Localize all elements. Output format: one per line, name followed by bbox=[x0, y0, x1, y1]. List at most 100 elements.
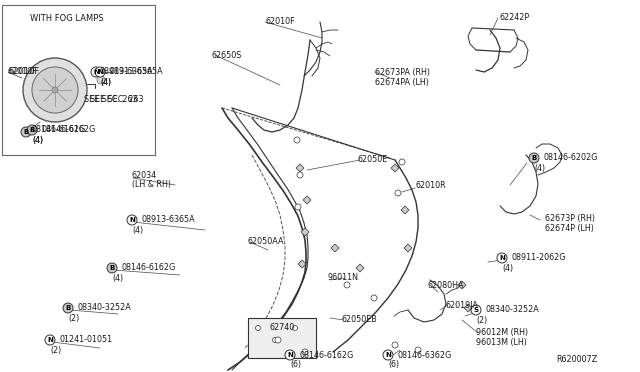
Polygon shape bbox=[331, 244, 339, 252]
Circle shape bbox=[395, 190, 401, 196]
Text: N: N bbox=[499, 255, 505, 261]
Text: 08340-3252A: 08340-3252A bbox=[78, 304, 132, 312]
Text: 08146-6362G: 08146-6362G bbox=[398, 350, 452, 359]
Text: 62080HA: 62080HA bbox=[428, 280, 465, 289]
Text: (6): (6) bbox=[388, 360, 399, 369]
Circle shape bbox=[415, 347, 421, 353]
Text: SEE SEC. 263: SEE SEC. 263 bbox=[90, 96, 143, 105]
Text: 08913-6365A: 08913-6365A bbox=[110, 67, 164, 77]
Text: B: B bbox=[29, 127, 35, 133]
Circle shape bbox=[91, 67, 101, 77]
Circle shape bbox=[399, 159, 405, 165]
Circle shape bbox=[63, 303, 73, 313]
Text: 96013M (LH): 96013M (LH) bbox=[476, 337, 527, 346]
Text: B: B bbox=[531, 155, 536, 161]
Text: (2): (2) bbox=[68, 314, 79, 323]
Polygon shape bbox=[356, 264, 364, 272]
Text: 08146-6202G: 08146-6202G bbox=[544, 154, 598, 163]
Circle shape bbox=[371, 295, 377, 301]
FancyBboxPatch shape bbox=[2, 5, 155, 155]
Text: 62010F: 62010F bbox=[265, 17, 294, 26]
Text: 08913-6365A: 08913-6365A bbox=[100, 67, 154, 77]
Text: 62673PA (RH): 62673PA (RH) bbox=[375, 67, 430, 77]
Circle shape bbox=[32, 67, 78, 113]
Text: 01241-01051: 01241-01051 bbox=[60, 336, 113, 344]
Text: N: N bbox=[47, 337, 53, 343]
Text: 96012M (RH): 96012M (RH) bbox=[476, 327, 528, 337]
Text: 62010F: 62010F bbox=[8, 67, 38, 77]
Circle shape bbox=[294, 137, 300, 143]
Circle shape bbox=[127, 215, 137, 225]
Text: N: N bbox=[129, 217, 135, 223]
Text: (4): (4) bbox=[534, 164, 545, 173]
Text: B: B bbox=[24, 129, 29, 135]
Circle shape bbox=[45, 335, 55, 345]
Circle shape bbox=[97, 76, 105, 84]
Text: 62650S: 62650S bbox=[212, 51, 243, 60]
Text: SEE SEC. 263: SEE SEC. 263 bbox=[84, 96, 138, 105]
Text: 08146-6162G: 08146-6162G bbox=[122, 263, 176, 273]
Circle shape bbox=[275, 337, 281, 343]
Polygon shape bbox=[298, 260, 306, 268]
Circle shape bbox=[529, 153, 539, 163]
Polygon shape bbox=[404, 244, 412, 252]
Text: 62673P (RH): 62673P (RH) bbox=[545, 214, 595, 222]
Polygon shape bbox=[464, 304, 472, 312]
Text: 62242P: 62242P bbox=[500, 13, 530, 22]
Polygon shape bbox=[296, 164, 304, 172]
Polygon shape bbox=[391, 164, 399, 172]
Text: (4): (4) bbox=[100, 77, 111, 87]
Text: 08913-6365A: 08913-6365A bbox=[142, 215, 196, 224]
Text: (4): (4) bbox=[32, 135, 43, 144]
Text: 08146-6162G: 08146-6162G bbox=[32, 125, 86, 135]
Circle shape bbox=[344, 282, 350, 288]
Circle shape bbox=[285, 350, 295, 360]
Text: (LH & RH): (LH & RH) bbox=[132, 180, 171, 189]
Circle shape bbox=[392, 342, 398, 348]
Circle shape bbox=[52, 87, 58, 93]
Circle shape bbox=[295, 204, 301, 210]
Text: 08911-2062G: 08911-2062G bbox=[512, 253, 566, 263]
Text: 62050EB: 62050EB bbox=[342, 315, 378, 324]
Text: B: B bbox=[109, 265, 115, 271]
Text: 62010R: 62010R bbox=[415, 180, 445, 189]
Text: 62034: 62034 bbox=[132, 170, 157, 180]
Circle shape bbox=[255, 326, 260, 330]
Text: (4): (4) bbox=[502, 263, 513, 273]
Circle shape bbox=[95, 67, 105, 77]
Circle shape bbox=[21, 127, 31, 137]
Text: 62740: 62740 bbox=[270, 324, 295, 333]
Text: 96011N: 96011N bbox=[328, 273, 359, 282]
Text: R620007Z: R620007Z bbox=[556, 356, 597, 365]
Text: N: N bbox=[385, 352, 391, 358]
Text: N: N bbox=[287, 352, 293, 358]
Circle shape bbox=[23, 58, 87, 122]
Text: S: S bbox=[474, 307, 479, 313]
Text: WITH FOG LAMPS: WITH FOG LAMPS bbox=[30, 14, 104, 23]
Text: 08340-3252A: 08340-3252A bbox=[486, 305, 540, 314]
Text: 62010F: 62010F bbox=[8, 67, 39, 77]
Text: 62674PA (LH): 62674PA (LH) bbox=[375, 77, 429, 87]
Text: (2): (2) bbox=[50, 346, 61, 355]
Circle shape bbox=[471, 305, 481, 315]
Text: 08146-6162G: 08146-6162G bbox=[300, 350, 355, 359]
FancyBboxPatch shape bbox=[248, 318, 316, 358]
Circle shape bbox=[302, 349, 308, 355]
Text: 62050AA: 62050AA bbox=[248, 237, 285, 247]
Text: (6): (6) bbox=[290, 360, 301, 369]
Text: N: N bbox=[97, 69, 103, 75]
Polygon shape bbox=[401, 206, 409, 214]
Text: (4): (4) bbox=[32, 135, 43, 144]
Polygon shape bbox=[301, 228, 309, 236]
Text: 08146-6162G: 08146-6162G bbox=[42, 125, 96, 135]
Polygon shape bbox=[303, 196, 311, 204]
Polygon shape bbox=[458, 281, 466, 289]
Text: B: B bbox=[65, 305, 70, 311]
Text: (4): (4) bbox=[100, 77, 111, 87]
Text: (4): (4) bbox=[112, 273, 123, 282]
Text: N: N bbox=[93, 69, 99, 75]
Circle shape bbox=[273, 337, 278, 343]
Text: 62019JA: 62019JA bbox=[446, 301, 479, 310]
Text: 62674P (LH): 62674P (LH) bbox=[545, 224, 594, 232]
Circle shape bbox=[292, 326, 298, 330]
